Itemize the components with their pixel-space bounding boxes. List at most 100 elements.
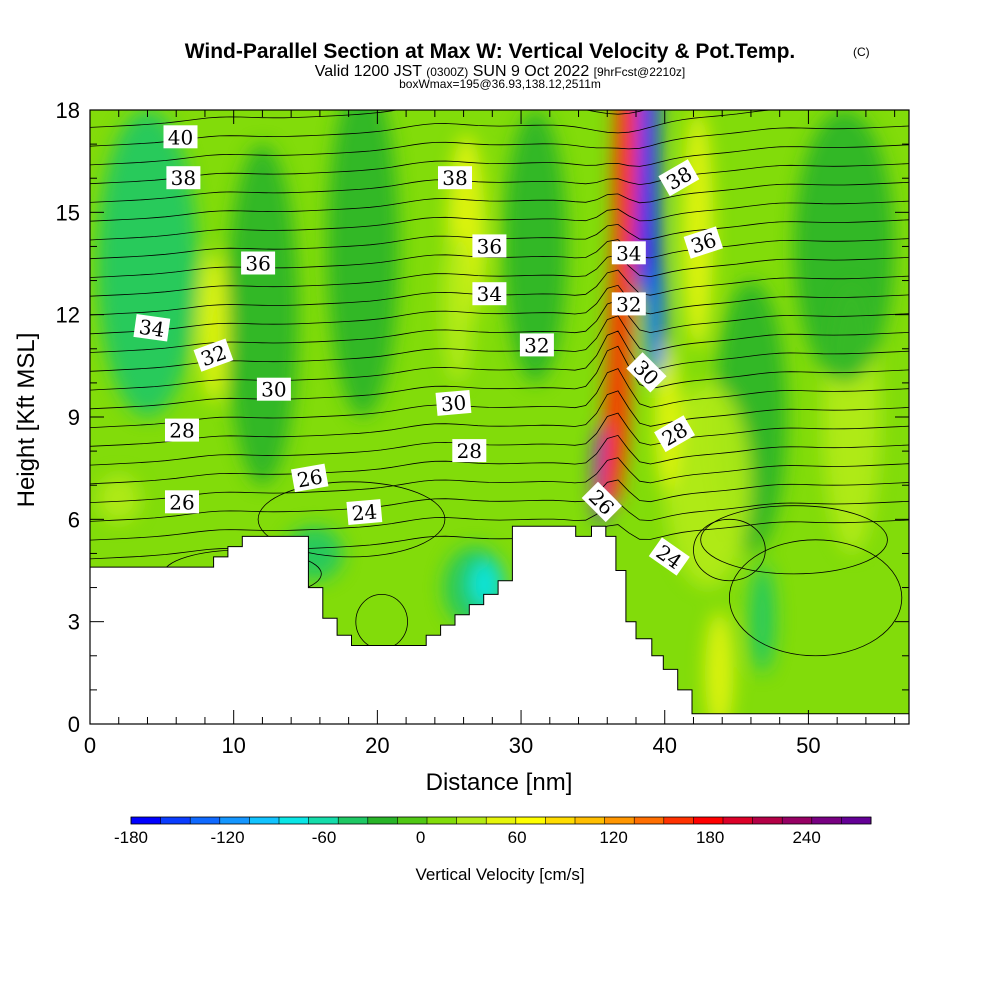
contour-label-box <box>658 159 700 197</box>
contour-label-box <box>165 418 199 442</box>
x-tick-label: 40 <box>652 733 676 758</box>
colorbar-swatch <box>279 817 309 824</box>
contour-label-box <box>290 463 329 493</box>
colorbar-swatch <box>663 817 694 824</box>
contour-label: 36 <box>241 251 276 276</box>
contour-label: 30 <box>256 377 291 402</box>
contour-label-box <box>472 282 507 306</box>
colorbar-swatch <box>131 817 161 824</box>
colorbar-swatch <box>456 817 487 824</box>
contour-label-box <box>435 389 472 416</box>
contour-label-box <box>165 490 199 514</box>
contour-label-text: 32 <box>524 333 549 357</box>
colorbar-swatch <box>782 817 813 824</box>
contour-line <box>693 518 766 582</box>
contour-line <box>90 238 909 278</box>
contour-label: 26 <box>581 481 623 523</box>
contour-label: 28 <box>165 418 199 443</box>
colorbar-swatch <box>841 817 872 824</box>
contour-line <box>90 181 909 222</box>
y-axis-title: Height [Kft MSL] <box>13 333 40 508</box>
contour-label-text: 38 <box>171 166 196 190</box>
velocity-cell <box>794 110 895 383</box>
contour-label: 38 <box>166 166 201 190</box>
colorbar-swatch <box>723 817 753 824</box>
contour-label: 40 <box>163 125 198 149</box>
contour-line <box>90 519 909 560</box>
contour-line <box>90 163 909 203</box>
contour-line <box>90 254 909 297</box>
colorbar-swatch <box>545 817 576 824</box>
terrain <box>90 525 909 724</box>
y-tick-label: 12 <box>56 303 80 328</box>
velocity-cell <box>503 110 568 383</box>
colorbar-tick-label: -60 <box>312 828 337 847</box>
contour-label: 26 <box>290 463 329 493</box>
contour-label-box <box>241 251 276 275</box>
colorbar-swatch <box>367 817 398 824</box>
colorbar-swatch <box>752 817 783 824</box>
y-tick-label: 15 <box>56 200 80 225</box>
colorbar-swatch <box>190 817 221 824</box>
contour-line <box>90 390 909 447</box>
colorbar-tick-label: 60 <box>508 828 527 847</box>
colorbar-swatch <box>634 817 665 824</box>
contour-label-text: 28 <box>169 419 194 443</box>
contour-label-text: 30 <box>440 390 467 416</box>
y-tick-label: 6 <box>68 507 80 532</box>
contour-line <box>90 125 909 166</box>
contour-label-box <box>452 439 487 463</box>
contour-label: 28 <box>452 439 487 463</box>
contour-label-box <box>648 537 690 576</box>
contour-label-box <box>163 125 198 149</box>
contour-label-box <box>256 377 291 401</box>
contour-label: 34 <box>133 314 171 342</box>
contour-line <box>90 345 909 410</box>
velocity-cell <box>97 474 141 523</box>
potential-temperature-contours <box>90 110 909 657</box>
contour-label-box <box>611 241 646 265</box>
x-tick-label: 10 <box>221 733 245 758</box>
colorbar-tick-label: 180 <box>696 828 724 847</box>
colorbar-swatch <box>575 817 605 824</box>
contour-label-box <box>346 499 383 525</box>
contour-label-box <box>654 415 696 453</box>
contour-label-text: 30 <box>261 378 286 402</box>
colorbar-swatch <box>811 817 842 824</box>
colorbar-swatch <box>397 817 428 824</box>
downdraft-band <box>640 110 665 366</box>
contour-label-text: 28 <box>457 439 482 463</box>
colorbar-swatch <box>604 817 635 824</box>
velocity-cell <box>226 144 299 486</box>
contour-line <box>728 539 903 657</box>
contour-label-box <box>611 292 646 316</box>
contour-label: 26 <box>165 490 199 514</box>
y-tick-label: 9 <box>68 405 80 430</box>
contour-line <box>90 200 909 241</box>
contour-label-box <box>472 234 507 258</box>
velocity-cell <box>442 232 474 383</box>
contour-label-box <box>133 314 171 342</box>
contour-label-text: 34 <box>477 282 502 306</box>
chart-subtitle-2: boxWmax=195@36.93,138.12,2511m <box>399 77 601 91</box>
chart-title-suffix: (C) <box>853 45 870 59</box>
colorbar-swatch <box>219 817 250 824</box>
contour-line <box>90 110 646 128</box>
colorbar: -180 -120 -60 0 60 120 180 240 <box>114 816 872 847</box>
chart-subtitle: Valid 1200 JST (0300Z) SUN 9 Oct 2022 [9… <box>315 63 685 80</box>
contour-label-box <box>581 481 623 523</box>
contour-label: 34 <box>611 241 646 265</box>
contour-line <box>700 505 888 575</box>
x-tick-label: 50 <box>796 733 820 758</box>
colorbar-tick-label: 240 <box>792 828 820 847</box>
colorbar-swatch <box>338 817 369 824</box>
contour-label: 30 <box>435 389 472 416</box>
y-tick-label: 18 <box>56 98 80 123</box>
subtitle-utc: (0300Z) <box>426 65 468 79</box>
contour-label: 38 <box>438 166 472 190</box>
contour-line <box>90 110 856 147</box>
